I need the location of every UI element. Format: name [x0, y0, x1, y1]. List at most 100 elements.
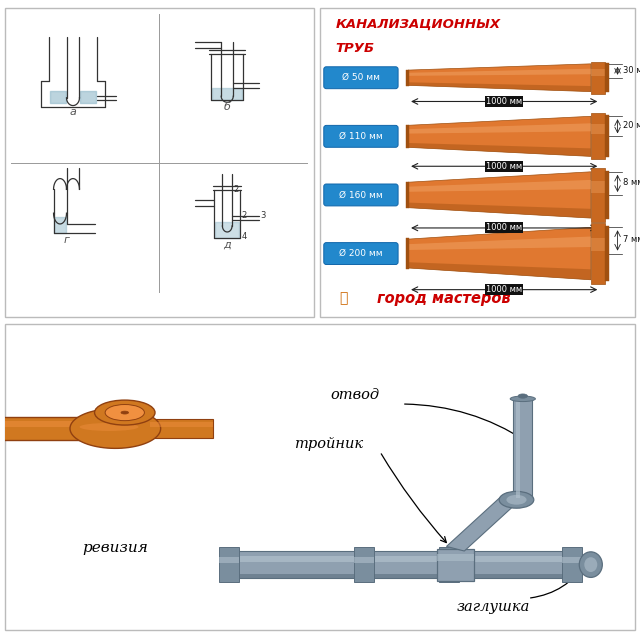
Bar	[605, 226, 609, 281]
Text: город мастеров: город мастеров	[377, 291, 510, 306]
Text: 8 мм: 8 мм	[623, 178, 640, 187]
Text: 7 мм: 7 мм	[623, 235, 640, 244]
Bar	[436, 548, 474, 580]
Bar	[364, 574, 449, 578]
Ellipse shape	[79, 423, 138, 431]
Bar	[591, 223, 605, 284]
FancyBboxPatch shape	[324, 67, 398, 89]
Text: Ø 110 мм: Ø 110 мм	[339, 132, 383, 141]
Bar	[513, 399, 532, 499]
Polygon shape	[215, 222, 239, 238]
Text: Ø 50 мм: Ø 50 мм	[342, 73, 380, 82]
Bar	[591, 62, 605, 93]
Ellipse shape	[579, 552, 602, 577]
Text: ТРУБ: ТРУБ	[336, 42, 375, 55]
Ellipse shape	[105, 404, 145, 420]
Text: 1000 мм: 1000 мм	[486, 97, 522, 106]
Ellipse shape	[121, 411, 129, 414]
Text: Ø 160 мм: Ø 160 мм	[339, 191, 383, 200]
Text: 3: 3	[260, 211, 266, 220]
Bar	[364, 556, 449, 562]
Polygon shape	[408, 262, 591, 280]
Bar	[406, 239, 410, 269]
FancyBboxPatch shape	[324, 184, 398, 206]
Text: 🏠: 🏠	[339, 291, 348, 305]
Text: б: б	[224, 102, 230, 112]
Bar	[406, 70, 410, 86]
Bar	[436, 554, 474, 561]
Bar	[605, 63, 609, 92]
Bar	[0, 415, 2, 442]
Ellipse shape	[499, 492, 534, 508]
Polygon shape	[408, 203, 591, 218]
Ellipse shape	[584, 557, 597, 572]
Bar	[591, 69, 605, 76]
Text: ревизия: ревизия	[83, 541, 148, 555]
Bar	[219, 547, 239, 582]
Bar	[605, 171, 609, 220]
FancyBboxPatch shape	[324, 125, 398, 147]
Polygon shape	[408, 83, 591, 92]
Text: Ø 200 мм: Ø 200 мм	[339, 249, 383, 258]
Text: 30 мм: 30 мм	[623, 65, 640, 75]
Polygon shape	[447, 497, 518, 551]
Bar	[562, 547, 582, 582]
Text: 2: 2	[233, 185, 239, 194]
Text: 1000 мм: 1000 мм	[486, 285, 522, 294]
Ellipse shape	[0, 424, 1, 433]
Polygon shape	[54, 218, 66, 232]
Polygon shape	[408, 116, 591, 156]
Text: 2: 2	[241, 211, 246, 220]
Bar	[228, 551, 364, 578]
Bar	[406, 182, 410, 208]
Text: КАНАЛИЗАЦИОННЫХ: КАНАЛИЗАЦИОННЫХ	[336, 17, 501, 31]
Polygon shape	[408, 237, 591, 250]
Polygon shape	[408, 143, 591, 156]
Text: 1000 мм: 1000 мм	[486, 162, 522, 171]
Polygon shape	[212, 88, 243, 100]
Ellipse shape	[510, 396, 536, 401]
Bar	[591, 168, 605, 221]
Polygon shape	[0, 421, 81, 427]
Bar	[439, 557, 459, 563]
Text: заглушка: заглушка	[456, 600, 530, 614]
Bar	[354, 557, 374, 563]
Bar	[605, 115, 609, 157]
Polygon shape	[408, 180, 591, 192]
Polygon shape	[408, 124, 591, 134]
Polygon shape	[150, 422, 213, 427]
Bar	[591, 124, 605, 134]
Bar	[562, 557, 582, 563]
Ellipse shape	[518, 394, 527, 398]
Bar	[219, 557, 239, 563]
FancyBboxPatch shape	[324, 243, 398, 264]
Polygon shape	[70, 408, 161, 449]
Bar	[516, 399, 520, 499]
Text: отвод: отвод	[330, 388, 379, 402]
Bar	[449, 574, 572, 578]
Text: тройник: тройник	[295, 436, 364, 451]
Bar	[591, 238, 605, 251]
Bar	[449, 551, 572, 578]
Text: 4: 4	[241, 232, 246, 241]
Text: г: г	[63, 236, 70, 245]
Bar	[449, 556, 572, 562]
Text: 20 мм: 20 мм	[623, 121, 640, 130]
Polygon shape	[408, 68, 591, 76]
Polygon shape	[0, 417, 81, 440]
Text: а: а	[70, 107, 76, 117]
Polygon shape	[408, 64, 591, 92]
Text: 1000 мм: 1000 мм	[486, 223, 522, 232]
Bar	[364, 551, 449, 578]
Bar	[406, 125, 410, 148]
Ellipse shape	[506, 495, 527, 505]
Bar	[354, 547, 374, 582]
Bar	[591, 113, 605, 159]
Polygon shape	[150, 419, 213, 438]
Bar	[228, 574, 364, 578]
Bar	[228, 556, 364, 562]
Bar	[591, 181, 605, 193]
Ellipse shape	[95, 400, 155, 425]
Bar	[439, 547, 459, 582]
Text: д: д	[223, 240, 231, 250]
